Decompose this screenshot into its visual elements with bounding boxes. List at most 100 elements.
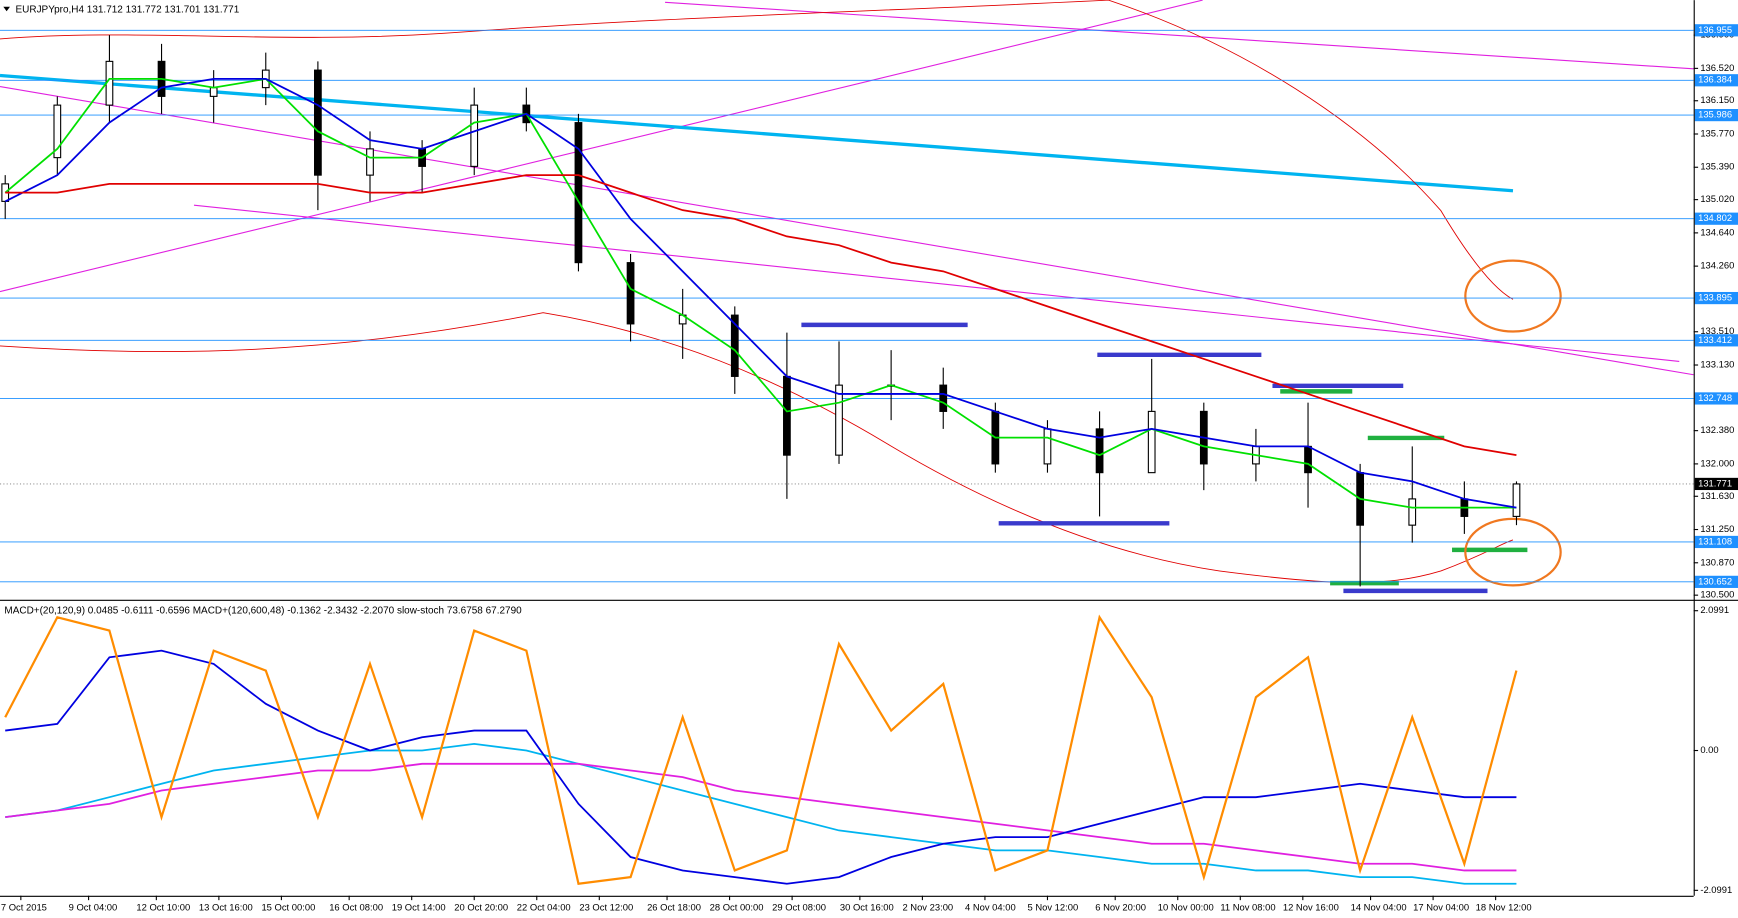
candle-body [835, 384, 843, 456]
trend-line [665, 1, 1694, 70]
y-tick-label: 136.520 [1700, 62, 1734, 73]
y-tick-label: 134.640 [1700, 226, 1734, 237]
candle-body [314, 69, 322, 176]
candle-body [939, 384, 948, 412]
x-tick-label: 15 Oct 00:00 [261, 901, 315, 912]
y-tick-label: 133.130 [1700, 359, 1734, 370]
highlight-circle [1464, 517, 1562, 587]
indicator-title: MACD+(20,120,9) 0.0485 -0.6111 -0.6596 M… [4, 605, 522, 616]
level-label: 132.748 [1698, 392, 1732, 403]
x-tick-label: 9 Oct 04:00 [69, 901, 118, 912]
candle-body [1095, 428, 1104, 474]
x-tick-label: 12 Oct 10:00 [136, 901, 190, 912]
level-label-bg [1694, 74, 1738, 87]
trend-line [193, 204, 1680, 363]
x-tick-label: 7 Oct 2015 [1, 901, 47, 912]
indicator-line [4, 614, 1518, 885]
x-tick-label: 26 Oct 18:00 [647, 901, 701, 912]
dropdown-icon[interactable] [3, 6, 10, 12]
y-tick-label: -2.0991 [1700, 884, 1732, 895]
chart-layer: 136.900136.520136.150135.770135.390135.0… [0, 24, 1738, 912]
y-tick-label: 134.260 [1700, 260, 1734, 271]
candle-body [626, 262, 635, 325]
candle-body [470, 104, 479, 167]
trend-line [0, 73, 1514, 193]
x-tick-label: 10 Nov 00:00 [1158, 901, 1214, 912]
candle-body [730, 314, 739, 377]
last-price-label: 131.771 [1698, 477, 1732, 488]
x-tick-label: 6 Nov 20:00 [1095, 901, 1146, 912]
y-tick-label: 132.380 [1700, 424, 1734, 435]
level-label: 133.895 [1698, 292, 1732, 303]
drawings [0, 0, 1694, 594]
y-tick-label: 130.500 [1700, 589, 1734, 600]
y-tick-label: 2.0991 [1700, 604, 1729, 615]
x-tick-label: 28 Oct 00:00 [710, 901, 764, 912]
main-title: EURJPYpro,H4 131.712 131.772 131.701 131… [16, 5, 240, 16]
indicator-line [5, 174, 1517, 456]
x-tick-label: 5 Nov 12:00 [1028, 901, 1079, 912]
indicator-line [5, 762, 1517, 872]
zone-lines [1280, 389, 1528, 586]
y-tick-label: 135.020 [1700, 193, 1734, 204]
y-tick-label: 132.000 [1700, 457, 1734, 468]
level-label: 136.384 [1698, 74, 1732, 85]
y-tick-label: 133.510 [1700, 325, 1734, 336]
level-label-bg [1694, 212, 1738, 225]
x-tick-label: 18 Nov 12:00 [1476, 901, 1532, 912]
x-tick-label: 12 Nov 16:00 [1283, 901, 1339, 912]
x-tick-label: 17 Nov 04:00 [1413, 901, 1469, 912]
candle-body [783, 375, 791, 456]
x-tick-label: 14 Nov 04:00 [1351, 901, 1407, 912]
x-tick-label: 20 Oct 20:00 [454, 901, 508, 912]
level-label-bg [1694, 24, 1738, 37]
x-tick-label: 23 Oct 12:00 [579, 901, 633, 912]
x-tick-label: 16 Oct 08:00 [329, 901, 383, 912]
candle-body [53, 104, 62, 159]
level-label: 134.802 [1698, 212, 1732, 223]
level-label: 130.652 [1698, 575, 1732, 586]
support-resistance [801, 322, 1488, 594]
y-tick-label: 131.250 [1700, 523, 1734, 534]
highlight-circle [1464, 259, 1562, 333]
y-tick-label: 135.390 [1700, 161, 1734, 172]
candle-body [1043, 428, 1052, 465]
y-tick-label: 0.00 [1700, 744, 1718, 755]
indicator-line [5, 742, 1517, 885]
level-label-bg [1694, 334, 1738, 347]
level-label-bg [1694, 535, 1738, 549]
band-lower [0, 312, 1514, 584]
indicator-line [4, 78, 1517, 509]
level-label-bg [1694, 109, 1738, 122]
candle-body [209, 87, 218, 97]
y-tick-label: 130.870 [1700, 556, 1734, 567]
trend-line [0, 0, 1203, 293]
y-tick-label: 136.150 [1700, 94, 1734, 105]
x-tick-label: 30 Oct 16:00 [840, 901, 894, 912]
band-upper [0, 0, 1514, 300]
trend-line [0, 86, 1694, 376]
level-label-bg [1694, 291, 1738, 305]
x-tick-label: 22 Oct 04:00 [517, 901, 571, 912]
candle-body [1512, 483, 1521, 517]
candle-body [1304, 445, 1312, 474]
candle-body [366, 148, 374, 176]
x-tick-label: 2 Nov 23:00 [902, 901, 953, 912]
candle-body [1147, 410, 1156, 474]
last-price-bg [1694, 477, 1738, 491]
x-tick-label: 29 Oct 08:00 [772, 901, 826, 912]
level-label: 131.108 [1698, 535, 1732, 546]
x-tick-label: 11 Nov 08:00 [1220, 901, 1275, 912]
level-label: 135.986 [1698, 109, 1732, 120]
x-tick-label: 4 Nov 04:00 [965, 901, 1016, 912]
y-tick-label: 135.770 [1700, 127, 1734, 138]
indicator-line [5, 649, 1517, 885]
x-tick-label: 13 Oct 16:00 [199, 901, 253, 912]
y-tick-label: 131.630 [1700, 490, 1734, 501]
candle-body [1408, 498, 1417, 526]
candle-body [574, 122, 583, 264]
level-label: 133.412 [1698, 334, 1732, 345]
x-tick-label: 19 Oct 14:00 [392, 901, 446, 912]
